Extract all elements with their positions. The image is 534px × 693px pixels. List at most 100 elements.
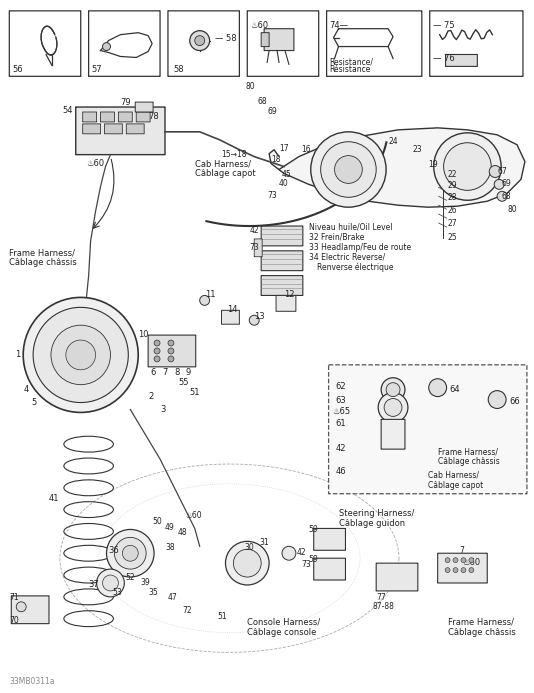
FancyBboxPatch shape: [261, 251, 303, 271]
Text: Frame Harness/: Frame Harness/: [438, 447, 498, 456]
FancyBboxPatch shape: [261, 226, 303, 246]
Text: 69: 69: [267, 107, 277, 116]
Text: 30: 30: [245, 543, 254, 552]
FancyBboxPatch shape: [276, 295, 296, 311]
Text: 80: 80: [245, 82, 255, 91]
Circle shape: [321, 142, 376, 198]
FancyBboxPatch shape: [261, 276, 303, 295]
FancyBboxPatch shape: [438, 553, 487, 583]
Text: 8: 8: [174, 368, 179, 377]
Circle shape: [225, 541, 269, 585]
Text: 78: 78: [148, 112, 159, 121]
Text: Câblage console: Câblage console: [247, 628, 317, 637]
Text: 4: 4: [23, 385, 28, 394]
Text: 7: 7: [459, 546, 465, 555]
Text: 63: 63: [335, 396, 346, 405]
Text: 69: 69: [501, 179, 511, 188]
Circle shape: [190, 30, 210, 51]
Text: 19: 19: [428, 159, 437, 168]
Circle shape: [384, 398, 402, 416]
Text: 51: 51: [217, 612, 227, 621]
Circle shape: [154, 356, 160, 362]
Text: ♨60: ♨60: [185, 511, 201, 520]
Text: Câblage capot: Câblage capot: [195, 168, 255, 177]
Text: 15→18: 15→18: [222, 150, 247, 159]
Circle shape: [282, 546, 296, 560]
Text: 62: 62: [335, 382, 346, 391]
Text: 72: 72: [182, 606, 192, 615]
Text: 56: 56: [12, 65, 23, 74]
FancyBboxPatch shape: [264, 28, 294, 51]
Text: Niveau huile/Oil Level: Niveau huile/Oil Level: [309, 222, 392, 231]
Text: 58: 58: [173, 65, 184, 74]
Circle shape: [489, 166, 501, 177]
Circle shape: [445, 568, 450, 572]
Text: 27: 27: [447, 219, 457, 228]
FancyBboxPatch shape: [445, 55, 477, 67]
Text: 11: 11: [205, 290, 215, 299]
Text: 47: 47: [168, 593, 178, 602]
Text: ♨65: ♨65: [333, 407, 351, 416]
FancyBboxPatch shape: [328, 365, 527, 493]
Text: ♨60: ♨60: [462, 558, 481, 567]
Text: 70: 70: [9, 615, 19, 624]
Circle shape: [429, 379, 446, 396]
Text: Resistance/: Resistance/: [329, 58, 374, 67]
Text: 40: 40: [279, 179, 289, 188]
Circle shape: [103, 575, 119, 591]
Text: 53: 53: [113, 588, 122, 597]
Text: 42: 42: [249, 226, 259, 235]
Text: 74—: 74—: [329, 21, 349, 30]
FancyBboxPatch shape: [105, 124, 122, 134]
Text: Cab Harness/: Cab Harness/: [195, 159, 251, 168]
Text: 38: 38: [165, 543, 175, 552]
Circle shape: [154, 348, 160, 354]
Text: 48: 48: [178, 529, 187, 538]
Text: 1: 1: [15, 350, 20, 359]
Text: 51: 51: [190, 387, 200, 396]
Text: — 58: — 58: [215, 34, 236, 43]
FancyBboxPatch shape: [247, 11, 319, 76]
Circle shape: [168, 348, 174, 354]
Circle shape: [469, 568, 474, 572]
Text: 66: 66: [509, 396, 520, 405]
Text: 2: 2: [148, 392, 153, 401]
Circle shape: [66, 340, 96, 370]
Text: 68: 68: [257, 97, 267, 106]
Circle shape: [469, 558, 474, 563]
FancyBboxPatch shape: [83, 124, 100, 134]
Text: 41: 41: [49, 493, 59, 502]
Circle shape: [51, 325, 111, 385]
FancyBboxPatch shape: [261, 33, 269, 46]
Text: 9: 9: [186, 368, 191, 377]
Text: 42: 42: [297, 548, 307, 557]
FancyBboxPatch shape: [9, 11, 81, 76]
Text: 13: 13: [254, 313, 265, 322]
FancyBboxPatch shape: [381, 419, 405, 449]
FancyBboxPatch shape: [313, 558, 345, 580]
Text: Frame Harness/: Frame Harness/: [9, 249, 75, 258]
Circle shape: [434, 133, 501, 200]
Text: 10: 10: [138, 330, 149, 339]
Text: Câblage châssis: Câblage châssis: [438, 457, 499, 466]
Text: 59: 59: [309, 555, 318, 564]
Circle shape: [103, 42, 111, 51]
Text: 28: 28: [447, 193, 457, 202]
Circle shape: [249, 315, 259, 325]
Text: 61: 61: [335, 419, 346, 428]
PathPatch shape: [269, 128, 525, 207]
FancyBboxPatch shape: [83, 112, 97, 122]
Text: 32 Frein/Brake: 32 Frein/Brake: [309, 233, 364, 242]
Text: 80: 80: [507, 205, 517, 214]
Circle shape: [16, 602, 26, 612]
Text: 6: 6: [150, 368, 155, 377]
FancyBboxPatch shape: [148, 335, 196, 367]
Text: Câblage châssis: Câblage châssis: [447, 628, 515, 637]
Text: 17: 17: [279, 143, 289, 152]
Text: 12: 12: [284, 290, 294, 299]
Text: 87-88: 87-88: [372, 602, 394, 611]
Text: 54: 54: [63, 106, 73, 115]
Circle shape: [453, 558, 458, 563]
Text: 33MB0311a: 33MB0311a: [9, 677, 55, 686]
FancyBboxPatch shape: [168, 11, 239, 76]
